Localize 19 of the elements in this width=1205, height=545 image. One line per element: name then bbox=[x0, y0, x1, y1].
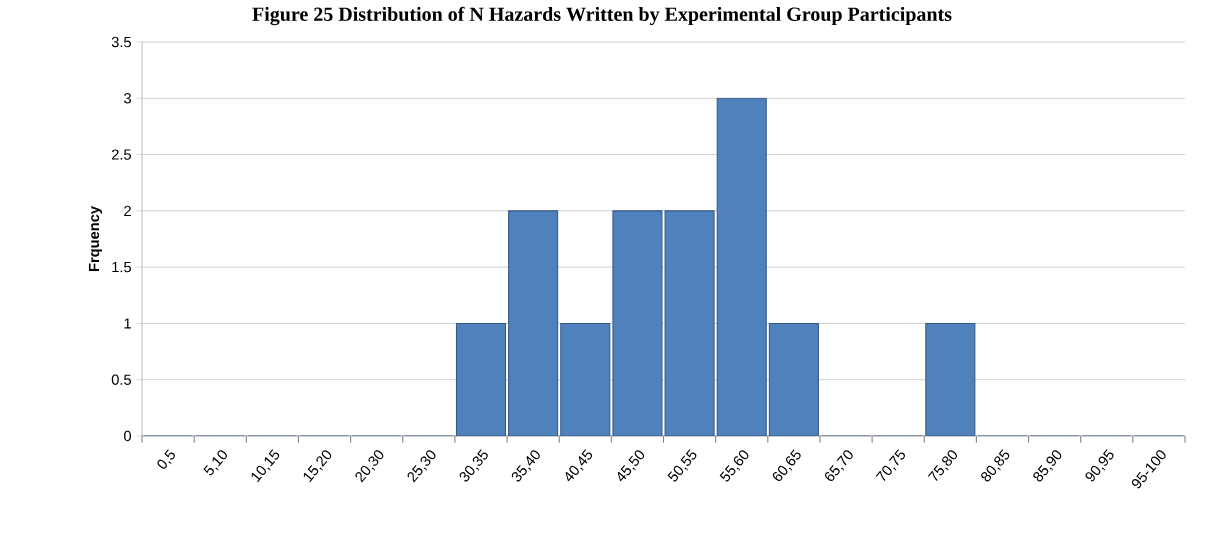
bar bbox=[768, 322, 819, 436]
y-axis-title: Frquency bbox=[88, 206, 103, 272]
y-tick-label: 1.5 bbox=[112, 262, 131, 273]
chart-title: Figure 25 Distribution of N Hazards Written by Experimental Group Participants bbox=[252, 6, 952, 26]
bar bbox=[716, 97, 767, 436]
y-tick-label: 0.5 bbox=[111, 374, 131, 385]
y-tick-label: 3.5 bbox=[111, 36, 131, 48]
bar bbox=[612, 210, 663, 436]
bar bbox=[508, 210, 559, 436]
bar bbox=[664, 210, 715, 436]
y-tick-label: 1 bbox=[124, 318, 131, 329]
bar bbox=[925, 322, 976, 436]
y-tick-label: 0 bbox=[124, 430, 132, 442]
y-tick-label: 2 bbox=[124, 205, 131, 216]
y-tick-label: 2.5 bbox=[111, 149, 131, 160]
x-tick-label: 0,5 bbox=[157, 449, 175, 469]
bar bbox=[455, 322, 507, 436]
bar bbox=[560, 322, 611, 436]
y-tick-label: 3 bbox=[124, 93, 131, 104]
